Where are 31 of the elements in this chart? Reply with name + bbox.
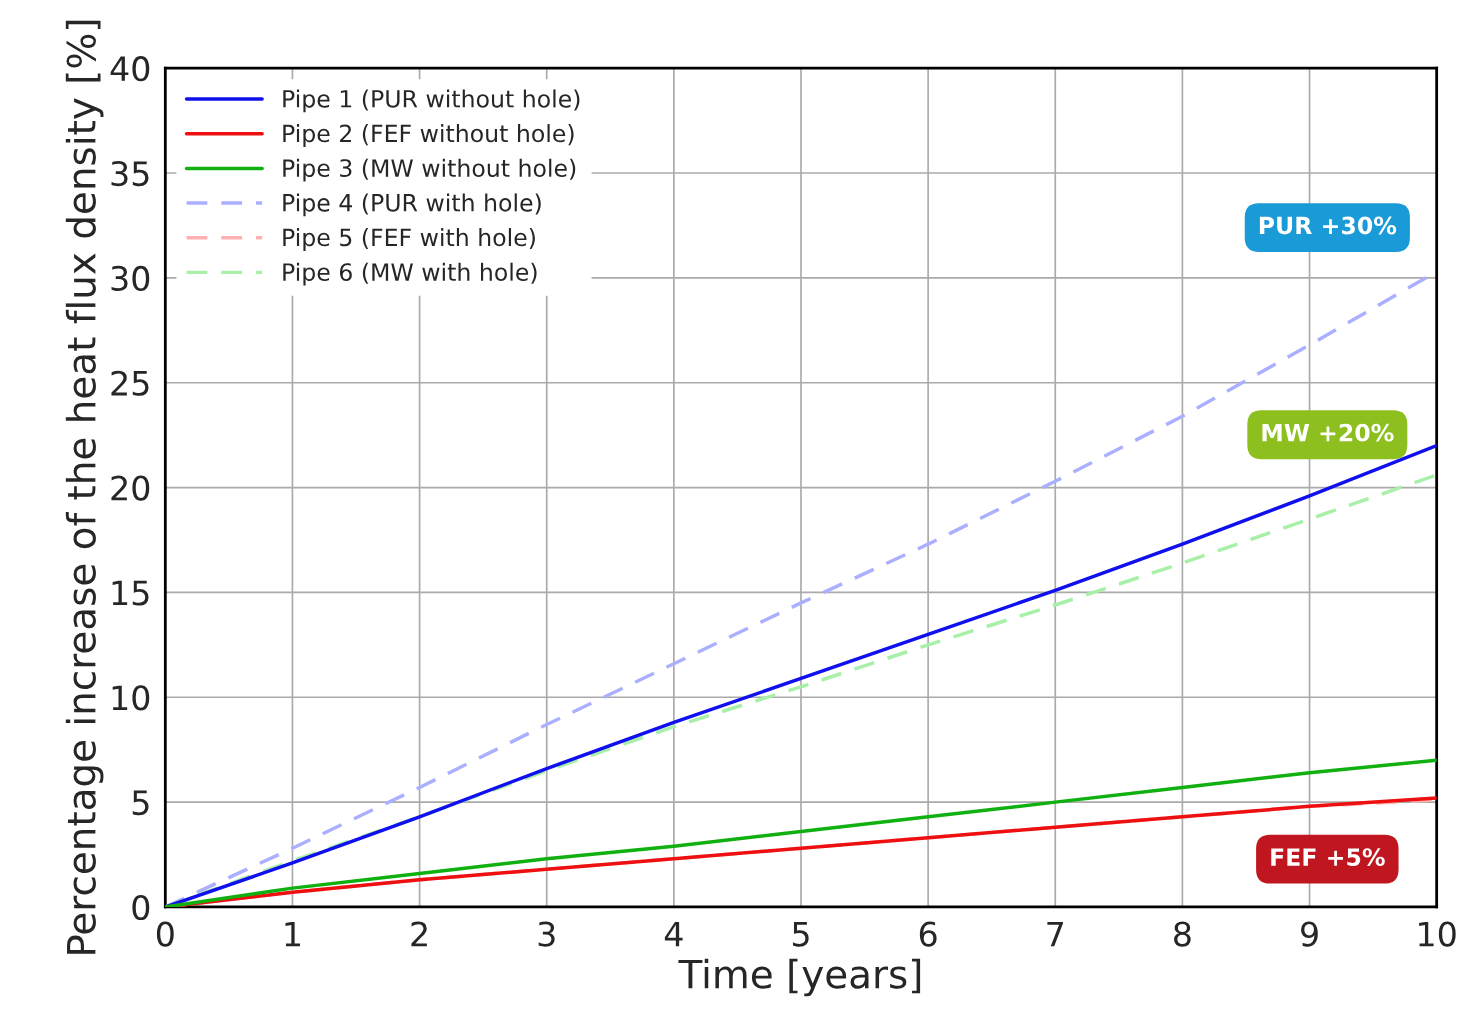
y-axis-title: Percentage increase of the heat flux density [%] <box>65 20 104 954</box>
x-tick-label: 9 <box>1301 921 1318 947</box>
x-tick-label: 10 <box>1419 921 1456 947</box>
legend-label: Pipe 5 (FEF with hole) <box>283 228 535 251</box>
legend-label: Pipe 4 (PUR with hole) <box>283 193 541 217</box>
x-tick-label: 2 <box>411 921 427 947</box>
x-tick-label: 5 <box>792 921 809 947</box>
x-tick-label: 3 <box>538 921 555 947</box>
y-tick-label: 30 <box>111 265 150 292</box>
x-tick-label: 8 <box>1174 921 1191 947</box>
legend-label: Pipe 1 (PUR without hole) <box>283 89 580 113</box>
y-tick-label: 35 <box>111 160 149 187</box>
x-tick-label: 7 <box>1047 921 1064 947</box>
annotation: MW +20% <box>1262 423 1394 442</box>
x-tick-label: 6 <box>919 921 937 947</box>
y-tick-label: 10 <box>112 685 150 711</box>
x-tick-label: 4 <box>664 921 683 947</box>
y-tick-label: 40 <box>110 56 150 82</box>
legend-label: Pipe 3 (MW without hole) <box>283 158 576 182</box>
y-tick-label: 0 <box>132 894 150 921</box>
annotation: PUR +30% <box>1259 216 1397 235</box>
y-tick-label: 20 <box>111 475 150 501</box>
y-tick-label: 25 <box>111 370 149 396</box>
legend-label: Pipe 6 (MW with hole) <box>283 262 537 286</box>
y-tick-label: 5 <box>132 790 149 816</box>
x-tick-label: 0 <box>156 921 174 947</box>
x-axis-title: Time [years] <box>678 958 921 997</box>
legend-label: Pipe 2 (FEF without hole) <box>283 124 574 147</box>
x-tick-label: 1 <box>285 921 300 947</box>
annotation: FEF +5% <box>1271 848 1385 867</box>
y-tick-label: 15 <box>112 580 149 606</box>
